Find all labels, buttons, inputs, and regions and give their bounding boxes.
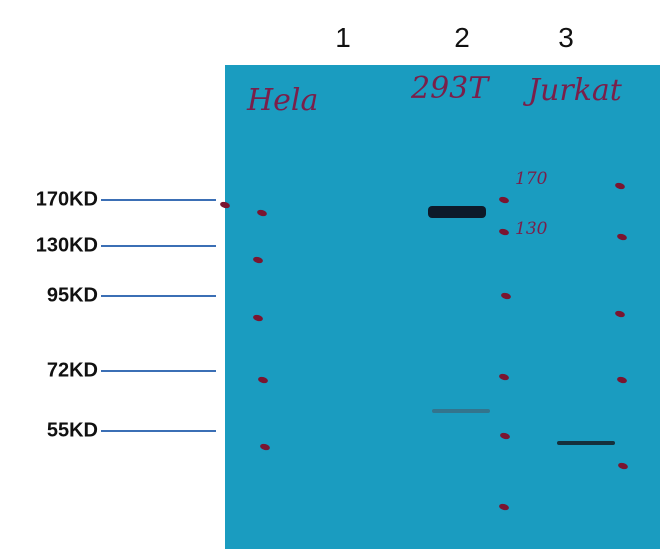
marker-line (101, 199, 216, 201)
marker-55kd: 55KD (46, 419, 98, 442)
handwritten-hela: Hela (247, 83, 319, 118)
ladder-mark (498, 195, 510, 205)
ladder-mark (499, 431, 511, 441)
handwritten-293t: 293T (411, 71, 489, 106)
ladder-mark (219, 200, 231, 210)
lane-number-2: 2 (454, 22, 470, 53)
band-293t-faint (432, 409, 490, 413)
ladder-mark (498, 227, 510, 237)
marker-line (101, 245, 216, 247)
ladder-mark (617, 461, 629, 471)
marker-72kd: 72KD (46, 359, 98, 382)
ladder-mark (498, 502, 510, 512)
ladder-mark (256, 208, 268, 218)
lane-number-3: 3 (558, 22, 574, 53)
ladder-mark (616, 232, 628, 242)
marker-line (101, 295, 216, 297)
ladder-mark (257, 375, 269, 385)
handwritten-170: 170 (515, 169, 548, 189)
marker-line (101, 430, 216, 432)
ladder-mark (252, 255, 264, 265)
band-jurkat (557, 441, 615, 445)
marker-95kd: 95KD (46, 284, 98, 307)
ladder-mark (259, 442, 271, 452)
marker-130kd: 130KD (35, 234, 98, 257)
membrane: Hela 293T Jurkat 170 130 (219, 65, 660, 549)
ladder-mark (252, 313, 264, 323)
marker-line (101, 370, 216, 372)
lane-number-1: 1 (335, 22, 351, 53)
ladder-mark (614, 309, 626, 319)
band-293t-strong (428, 206, 486, 218)
ladder-mark (498, 372, 510, 382)
ladder-mark (614, 181, 626, 191)
handwritten-130: 130 (515, 219, 548, 239)
ladder-mark (616, 375, 628, 385)
marker-170kd: 170KD (35, 188, 98, 211)
ladder-mark (500, 291, 512, 301)
handwritten-jurkat: Jurkat (528, 73, 622, 108)
